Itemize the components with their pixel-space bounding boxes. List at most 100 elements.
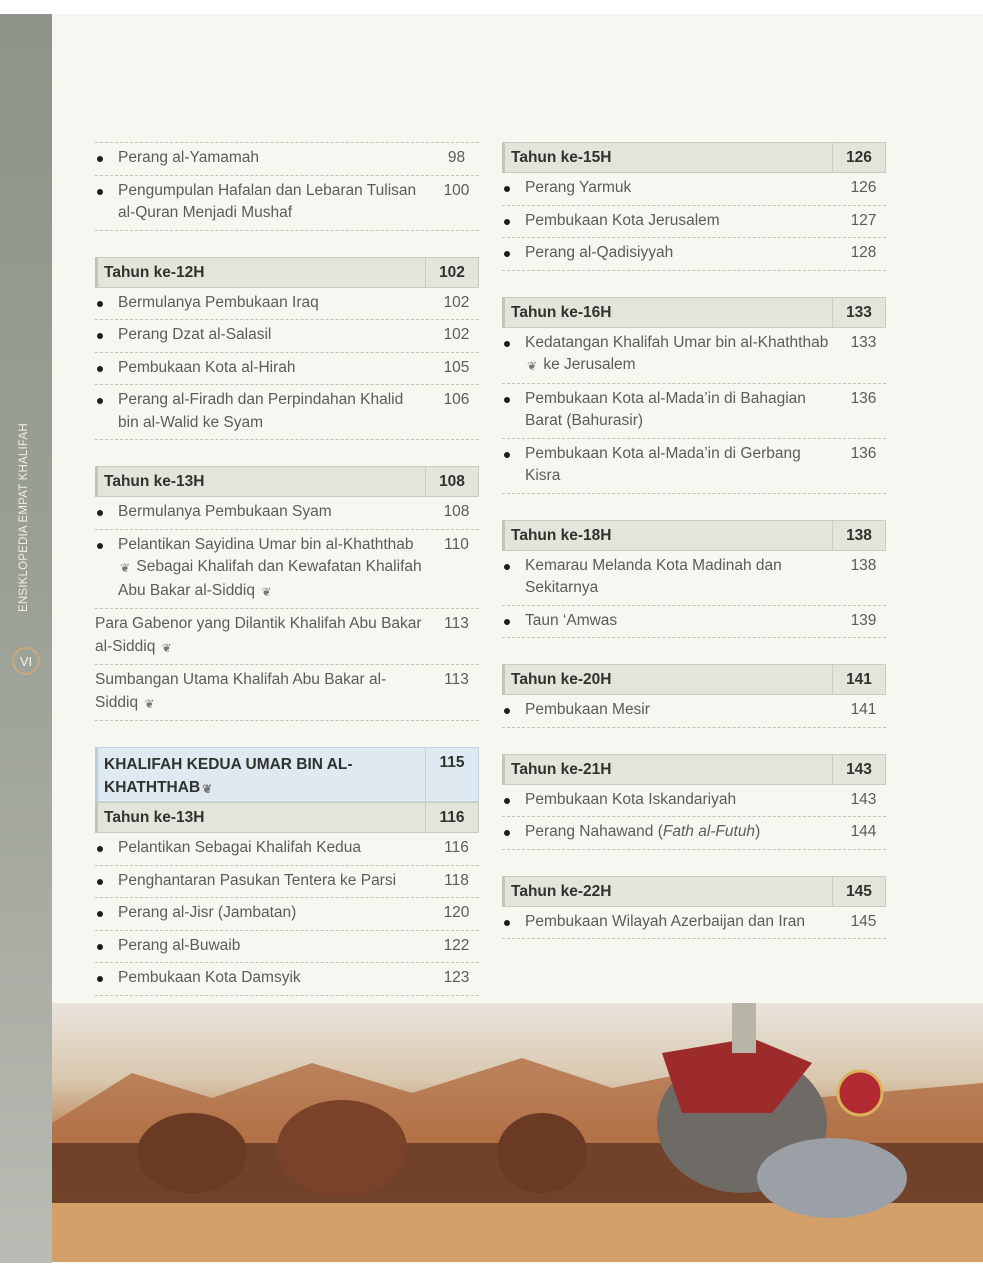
entry-title-text: Perang al-Yamamah	[118, 149, 260, 166]
toc-entry-perang-yarmuk[interactable]: Perang Yarmuk 126	[502, 173, 886, 206]
bullet-icon	[502, 555, 525, 600]
entry-page-number: 138	[850, 556, 877, 574]
bullet-icon	[95, 501, 118, 524]
toc-entry-perang-dzat-al-salasil[interactable]: Perang Dzat al-Salasil 102	[95, 320, 479, 353]
bullet-icon	[502, 210, 525, 233]
entry-title: Pelantikan Sayidina Umar bin al-Khaththa…	[118, 534, 434, 604]
year-header[interactable]: Tahun ke-13H 116	[95, 802, 479, 833]
entry-page-number: 144	[850, 823, 877, 840]
entry-title-text: Taun ‘Amwas	[525, 611, 618, 629]
entry-title: Sumbangan Utama Khalifah Abu Bakar al-Si…	[95, 669, 434, 715]
entry-title-text: Penghantaran Pasukan Tentera ke Parsi	[118, 871, 397, 889]
toc-entry-perang-al-jisr-jambatan[interactable]: Perang al-Jisr (Jambatan) 120	[95, 898, 479, 931]
bullet-icon	[502, 789, 525, 812]
toc-entry-pembukaan-kota-al-mada-in-di-gerbang-kisra[interactable]: Pembukaan Kota al-Mada’in di Gerbang Kis…	[502, 439, 886, 494]
toc-entry-sumbangan-utama-khalifah-abu-bakar-al-siddiq[interactable]: Sumbangan Utama Khalifah Abu Bakar al-Si…	[95, 665, 479, 721]
entry-title-text: Perang Dzat al-Salasil	[118, 326, 272, 343]
entry-title-text: Pembukaan Mesir	[525, 701, 650, 718]
entry-page-number: 113	[444, 615, 469, 632]
toc-entry-pembukaan-kota-al-mada-in-di-bahagian-barat-bahurasir[interactable]: Pembukaan Kota al-Mada’in di Bahagian Ba…	[502, 384, 886, 439]
entry-title: Pembukaan Kota Damsyik	[118, 967, 434, 990]
bullet-icon	[95, 147, 118, 170]
toc-section: Tahun ke-18H 138 Kemarau Melanda Kota Madi…	[502, 519, 886, 638]
toc-entry-perang-al-buwaib[interactable]: Perang al-Buwaib 122	[95, 931, 479, 963]
toc-entry-pembukaan-kota-iskandariyah[interactable]: Pembukaan Kota Iskandariyah 143	[502, 785, 886, 817]
entry-page-number: 123	[443, 969, 470, 986]
armored-horse	[757, 1138, 907, 1218]
toc-entry-pelantikan-sebagai-khalifah-kedua[interactable]: Pelantikan Sebagai Khalifah Kedua 116	[95, 833, 479, 866]
bullet-icon	[95, 357, 118, 380]
section-title-text: Tahun ke-21H	[511, 760, 612, 778]
entry-title-text: ke Jerusalem	[539, 356, 636, 373]
toc-section: Tahun ke-15H 126 Perang Yarmuk 126 Pembukaan…	[502, 142, 886, 271]
rider	[732, 1003, 756, 1053]
entry-page-number: 136	[850, 389, 877, 407]
toc-entry-kemarau-melanda-kota-madinah-dan-sekitarnya[interactable]: Kemarau Melanda Kota Madinah dan Sekitar…	[502, 551, 886, 606]
year-header[interactable]: Tahun ke-20H 141	[502, 664, 886, 695]
bullet-icon	[502, 610, 525, 633]
shield	[836, 1069, 884, 1117]
year-header[interactable]: Tahun ke-18H 138	[502, 519, 886, 551]
entry-page-number: 139	[850, 611, 877, 629]
year-header[interactable]: Tahun ke-16H 133	[502, 296, 886, 328]
entry-page-number: 141	[850, 701, 877, 718]
entry-title-text: Pembukaan Kota Jerusalem	[525, 211, 720, 229]
honorific-icon: ❦	[120, 561, 131, 575]
section-title: Tahun ke-16H	[505, 298, 832, 327]
year-header[interactable]: Tahun ke-13H 108	[95, 466, 479, 497]
honorific-icon: ❦	[161, 640, 172, 655]
toc-entry-perang-al-yamamah[interactable]: Perang al-Yamamah 98	[95, 143, 479, 176]
bullet-icon	[502, 388, 525, 433]
toc-entry-pelantikan-sayidina-umar-bin-al-khaththab[interactable]: Pelantikan Sayidina Umar bin al-Khaththa…	[95, 530, 479, 609]
year-header[interactable]: Tahun ke-21H 143	[502, 753, 886, 785]
entry-title-text: Pembukaan Kota Iskandariyah	[525, 790, 737, 808]
toc-entry-pembukaan-mesir[interactable]: Pembukaan Mesir 141	[502, 695, 886, 728]
entry-title: Perang al-Buwaib	[118, 935, 434, 958]
toc-entry-perang-al-firadh-dan-perpindahan-khalid-bin-al-walid-ke-syam[interactable]: Perang al-Firadh dan Perpindahan Khalid …	[95, 385, 479, 440]
toc-entry-perang-nahawand[interactable]: Perang Nahawand (Fath al-Futuh) 144	[502, 817, 886, 850]
entry-title-text: Kemarau Melanda Kota Madinah dan Sekitar…	[525, 556, 782, 597]
toc-entry-bermulanya-pembukaan-syam[interactable]: Bermulanya Pembukaan Syam 108	[95, 497, 479, 530]
toc-entry-pembukaan-wilayah-azerbaijan-dan-iran[interactable]: Pembukaan Wilayah Azerbaijan dan Iran 145	[502, 907, 886, 939]
battle-illustration	[52, 1003, 983, 1262]
toc-entry-kedatangan-khalifah-umar-bin-al-khaththab[interactable]: Kedatangan Khalifah Umar bin al-Khaththa…	[502, 328, 886, 384]
bullet-icon	[502, 443, 525, 488]
entry-title: Perang al-Yamamah	[118, 147, 434, 170]
toc-section: Tahun ke-16H 133 Kedatangan Khalifah Umar …	[502, 296, 886, 494]
toc-section: Perang al-Yamamah 98 Pengumpulan Hafalan d…	[95, 142, 479, 231]
entry-title-text: Perang al-Jisr (Jambatan)	[118, 904, 297, 921]
year-header[interactable]: Tahun ke-12H 102	[95, 256, 479, 288]
toc-entry-pembukaan-kota-damsyik[interactable]: Pembukaan Kota Damsyik 123	[95, 963, 479, 996]
toc-section: Tahun ke-20H 141 Pembukaan Mesir 141	[502, 664, 886, 728]
toc-entry-perang-al-qadisiyyah[interactable]: Perang al-Qadisiyyah 128	[502, 238, 886, 271]
toc-section: KHALIFAH KEDUA UMAR BIN AL-KHATHTHAB ❦ 115…	[95, 747, 479, 996]
entry-title: Pelantikan Sebagai Khalifah Kedua	[118, 837, 434, 860]
section-title: Tahun ke-22H	[505, 877, 832, 906]
section-page-number: 145	[832, 876, 885, 906]
bullet-icon	[502, 699, 525, 722]
book-title-spine: ENSIKLOPEDIA EMPAT KHALIFAH	[18, 423, 30, 612]
entry-title-text: Bermulanya Pembukaan Syam	[118, 503, 332, 520]
chapter-header[interactable]: KHALIFAH KEDUA UMAR BIN AL-KHATHTHAB ❦ 115	[95, 747, 479, 802]
entry-page-number: 106	[443, 391, 470, 408]
year-header[interactable]: Tahun ke-15H 126	[502, 142, 886, 173]
entry-page-number: 143	[850, 790, 877, 808]
section-page-number: 141	[832, 665, 885, 694]
section-title: KHALIFAH KEDUA UMAR BIN AL-KHATHTHAB ❦	[98, 748, 425, 801]
entry-title: Pembukaan Kota Iskandariyah	[525, 789, 841, 812]
toc-entry-para-gabenor-yang-dilantik-khalifah-abu-bakar-al-siddiq[interactable]: Para Gabenor yang Dilantik Khalifah Abu …	[95, 609, 479, 665]
section-page-number: 143	[832, 754, 885, 784]
entry-title: Perang al-Jisr (Jambatan)	[118, 902, 434, 925]
toc-entry-penghantaran-pasukan-tentera-ke-parsi[interactable]: Penghantaran Pasukan Tentera ke Parsi 118	[95, 866, 479, 898]
page-number: VI	[12, 647, 40, 675]
toc-entry-pembukaan-kota-jerusalem[interactable]: Pembukaan Kota Jerusalem 127	[502, 206, 886, 238]
section-title-text: Tahun ke-20H	[511, 671, 612, 688]
toc-entry-bermulanya-pembukaan-iraq[interactable]: Bermulanya Pembukaan Iraq 102	[95, 288, 479, 320]
year-header[interactable]: Tahun ke-22H 145	[502, 875, 886, 907]
toc-entry-pembukaan-kota-al-hirah[interactable]: Pembukaan Kota al-Hirah 105	[95, 353, 479, 385]
toc-entry-pengumpulan-hafalan-dan-lebaran-tulisan-al-quran-menjadi-mushaf[interactable]: Pengumpulan Hafalan dan Lebaran Tulisan …	[95, 176, 479, 231]
section-page-number: 133	[832, 297, 885, 327]
toc-entry-taun-amwas[interactable]: Taun ‘Amwas 139	[502, 606, 886, 638]
bullet-icon	[95, 324, 118, 347]
entry-title: Perang Dzat al-Salasil	[118, 324, 434, 347]
